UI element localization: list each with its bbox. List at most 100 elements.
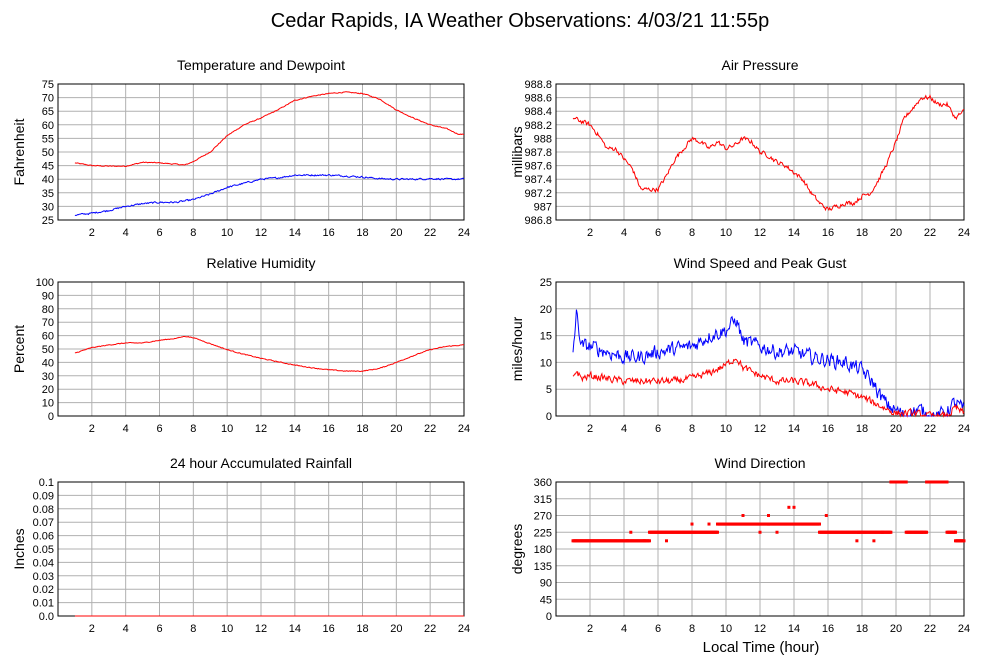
x-tick-label: 4 <box>621 623 627 635</box>
wind-direction-point <box>920 530 923 534</box>
chart-title: Air Pressure <box>721 57 798 73</box>
series-line-2 <box>572 358 965 418</box>
x-tick-label: 20 <box>390 423 402 435</box>
x-tick-label: 12 <box>754 227 766 239</box>
y-tick-label: 315 <box>534 494 552 506</box>
x-axis-label: Local Time (hour) <box>703 639 820 656</box>
x-tick-label: 6 <box>655 227 661 239</box>
wind-direction-point <box>629 530 633 534</box>
y-tick-label: 30 <box>42 371 54 383</box>
x-tick-label: 24 <box>458 227 470 239</box>
x-tick-label: 10 <box>720 623 732 635</box>
y-axis-label: Percent <box>11 325 27 373</box>
wind-direction-point <box>904 480 908 484</box>
x-tick-label: 4 <box>621 227 627 239</box>
series-line-1 <box>74 91 465 168</box>
wind-direction-point <box>792 505 796 509</box>
x-tick-label: 14 <box>788 623 800 635</box>
y-tick-label: 987.2 <box>524 188 552 200</box>
y-tick-label: 0 <box>546 611 552 623</box>
x-tick-label: 20 <box>390 227 402 239</box>
x-tick-label: 24 <box>958 623 970 635</box>
y-axis-label: miles/hour <box>509 316 525 381</box>
x-tick-label: 14 <box>289 227 301 239</box>
y-tick-label: 90 <box>42 290 54 302</box>
plot-frame <box>57 83 465 221</box>
y-tick-label: 15 <box>540 331 552 343</box>
chart-panel-1: Temperature and Dewpoint Fahrenheit 2 4 6 8 10… <box>11 57 470 239</box>
wind-direction-point <box>741 514 745 517</box>
y-tick-label: 0.06 <box>33 531 54 543</box>
y-tick-label: 0.03 <box>33 571 54 583</box>
x-tick-label: 14 <box>289 423 301 435</box>
x-tick-label: 10 <box>720 423 732 435</box>
chart-title: Wind Speed and Peak Gust <box>674 255 847 271</box>
wind-direction-point <box>962 539 966 543</box>
x-tick-label: 10 <box>720 227 732 239</box>
y-tick-label: 987.4 <box>524 174 552 186</box>
y-tick-label: 0.01 <box>33 598 54 610</box>
y-tick-label: 10 <box>42 398 54 410</box>
y-tick-label: 986.8 <box>524 215 552 227</box>
x-tick-label: 20 <box>890 423 902 435</box>
x-tick-label: 10 <box>221 227 233 239</box>
x-tick-label: 18 <box>356 227 368 239</box>
wind-direction-point <box>787 505 791 509</box>
x-tick-label: 12 <box>754 423 766 435</box>
x-tick-label: 6 <box>655 623 661 635</box>
x-tick-label: 2 <box>587 227 593 239</box>
y-tick-label: 50 <box>42 344 54 356</box>
wind-direction-point <box>945 480 949 484</box>
x-tick-label: 16 <box>323 623 335 635</box>
x-tick-label: 12 <box>255 623 267 635</box>
x-tick-label: 24 <box>458 623 470 635</box>
y-axis-label: Fahrenheit <box>11 118 27 185</box>
y-tick-label: 0.0 <box>39 611 54 623</box>
y-tick-label: 70 <box>42 93 54 105</box>
x-tick-label: 12 <box>255 423 267 435</box>
x-tick-label: 6 <box>156 227 162 239</box>
x-tick-label: 6 <box>156 423 162 435</box>
x-tick-label: 20 <box>890 227 902 239</box>
wind-direction-point <box>767 514 770 517</box>
x-tick-label: 22 <box>424 227 436 239</box>
y-tick-label: 270 <box>534 511 552 523</box>
x-tick-label: 4 <box>123 623 129 635</box>
x-tick-label: 18 <box>856 623 868 635</box>
x-tick-label: 16 <box>323 423 335 435</box>
x-tick-label: 4 <box>123 423 129 435</box>
y-tick-label: 988.2 <box>524 120 552 132</box>
chart-title: Relative Humidity <box>207 255 316 271</box>
x-tick-label: 10 <box>221 423 233 435</box>
y-tick-label: 987.6 <box>524 161 552 173</box>
chart-title: Temperature and Dewpoint <box>177 57 345 73</box>
wind-direction-point <box>954 530 957 534</box>
y-tick-label: 55 <box>42 133 54 145</box>
y-tick-label: 80 <box>42 304 54 316</box>
x-tick-label: 8 <box>689 423 695 435</box>
x-tick-label: 24 <box>458 423 470 435</box>
plot-frame <box>555 481 965 617</box>
y-tick-label: 988.4 <box>524 106 552 118</box>
y-tick-label: 60 <box>42 120 54 132</box>
y-tick-label: 10 <box>540 357 552 369</box>
x-tick-label: 8 <box>190 227 196 239</box>
wind-direction-point <box>758 530 762 534</box>
y-tick-label: 0.02 <box>33 584 54 596</box>
y-tick-label: 988.8 <box>524 79 552 91</box>
x-tick-label: 18 <box>856 227 868 239</box>
y-tick-label: 5 <box>546 384 552 396</box>
x-tick-label: 8 <box>689 227 695 239</box>
x-tick-label: 14 <box>788 423 800 435</box>
y-tick-label: 0.08 <box>33 504 54 516</box>
x-tick-label: 8 <box>689 623 695 635</box>
plot-frame <box>555 83 965 221</box>
x-tick-label: 18 <box>356 423 368 435</box>
x-tick-label: 24 <box>958 227 970 239</box>
